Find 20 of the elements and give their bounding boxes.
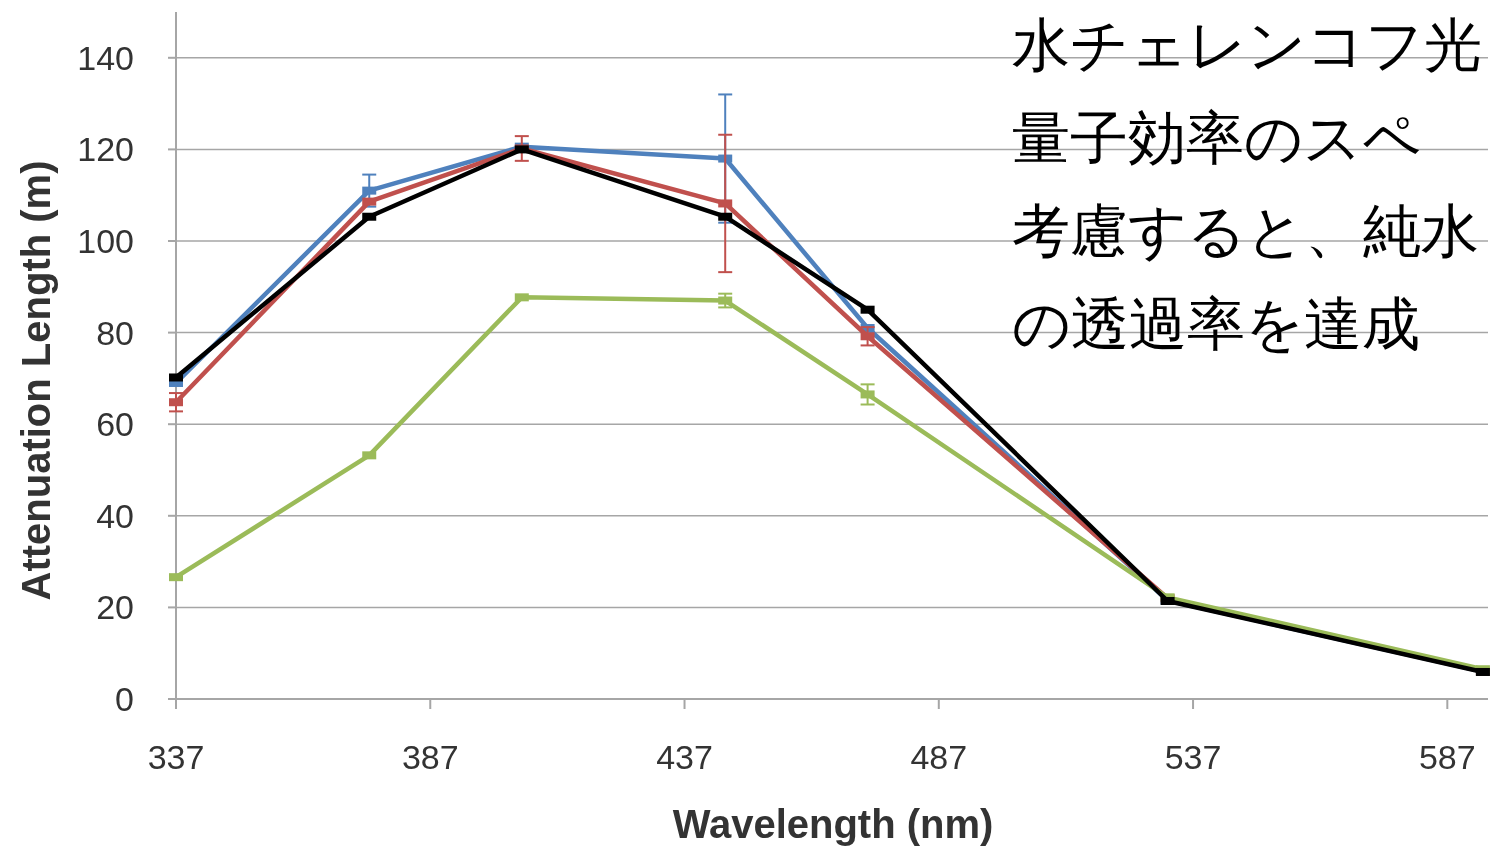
x-tick-label: 437 bbox=[656, 738, 713, 776]
x-tick-label: 337 bbox=[147, 738, 205, 776]
text: 考慮すると、純水 bbox=[1012, 197, 1479, 265]
y-tick-label: 60 bbox=[96, 405, 134, 444]
x-tick-label: 387 bbox=[401, 738, 459, 776]
y-tick-label: 80 bbox=[96, 313, 134, 352]
x-tick-label: 487 bbox=[910, 738, 968, 776]
text: 量子効率のスペ bbox=[1012, 104, 1421, 172]
y-tick-label: 0 bbox=[115, 680, 134, 718]
y-tick-label: 140 bbox=[77, 38, 134, 77]
y-tick-label: 20 bbox=[96, 588, 134, 627]
y-tick-label: 120 bbox=[77, 130, 134, 169]
y-axis-title: Attenuation Length (m) bbox=[14, 160, 58, 601]
text: の透過率を達成 bbox=[1012, 290, 1420, 358]
x-tick-label: 537 bbox=[1164, 738, 1222, 776]
y-tick-label: 100 bbox=[77, 222, 134, 260]
x-tick-label: 587 bbox=[1418, 738, 1476, 776]
text: 水チェレンコフ光 bbox=[1012, 11, 1482, 79]
x-axis-title: Wavelength (nm) bbox=[672, 802, 994, 846]
y-tick-label: 40 bbox=[96, 496, 134, 535]
